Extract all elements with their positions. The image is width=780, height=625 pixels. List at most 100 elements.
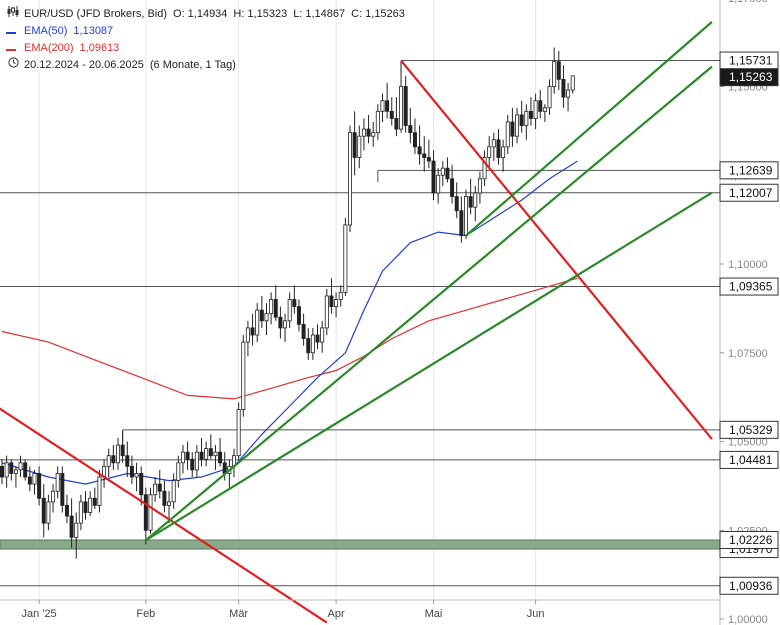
candle-body <box>0 465 4 478</box>
level-1,12639-label: 1,12639 <box>729 163 773 177</box>
candle-body <box>403 86 408 126</box>
candle-body <box>552 61 557 87</box>
candle-body <box>547 86 552 109</box>
candle-body <box>143 494 148 531</box>
ema50-line <box>1 160 578 485</box>
candle-body <box>515 114 520 137</box>
candle-body <box>385 100 390 112</box>
candle-body <box>296 306 301 325</box>
candle-body <box>556 61 561 80</box>
candle-body <box>69 515 74 538</box>
candle-body <box>106 455 111 467</box>
candle-body <box>501 146 506 158</box>
close-value: 1,15263 <box>365 8 405 20</box>
x-tick-label: Mär <box>229 608 248 620</box>
candle-body <box>148 494 153 531</box>
level-1,12007-label: 1,12007 <box>729 186 773 200</box>
candle-body <box>176 462 181 481</box>
candle-body <box>269 299 274 315</box>
candle-body <box>218 451 223 464</box>
candle-body <box>157 483 162 492</box>
candle-body <box>236 409 241 457</box>
candle-body <box>329 295 334 308</box>
level-1,12639-box <box>719 161 779 180</box>
candle-body <box>375 110 380 134</box>
candle-body <box>436 174 441 194</box>
grid <box>38 0 537 600</box>
candlestick-icon <box>6 6 20 23</box>
clock-icon <box>6 57 20 74</box>
candle-body <box>338 291 343 300</box>
level-1,00936-box <box>719 576 779 595</box>
candle-body <box>412 132 417 148</box>
candle-body <box>4 462 9 478</box>
candle-body <box>561 79 566 98</box>
candle-body <box>389 110 394 119</box>
support-zone-band <box>0 539 721 550</box>
candle-body <box>23 462 28 478</box>
high-label: H: <box>233 8 245 20</box>
candle-body <box>422 153 427 158</box>
x-tick-label: Apr <box>328 608 345 620</box>
candle-body <box>315 334 320 343</box>
candle-body <box>463 196 468 237</box>
legend-instrument-row: EUR/USD (JFD Brokers, Bid) O: 1,14934 H:… <box>6 6 405 23</box>
candle-body <box>18 462 23 471</box>
candle-body <box>55 473 60 492</box>
candle-body <box>440 167 445 176</box>
y-tick-label: 1,07500 <box>728 348 768 360</box>
candle-body <box>194 451 199 471</box>
open-value: 1,14934 <box>187 8 228 20</box>
instrument-name: EUR/USD (JFD Brokers, Bid) <box>24 8 168 20</box>
candle-body <box>324 295 329 329</box>
trendline <box>400 59 713 440</box>
candle-body <box>241 341 246 410</box>
legend-ema200-row: EMA(200) 1,09613 <box>6 40 405 57</box>
candle-body <box>32 473 37 485</box>
legend-range-row: 20.12.2024 - 20.06.2025 (6 Monate, 1 Tag… <box>6 57 405 74</box>
candle-body <box>510 121 515 137</box>
candle-body <box>92 497 97 506</box>
candle-body <box>278 316 283 329</box>
candle-body <box>111 455 116 464</box>
candle-body <box>51 490 56 503</box>
candle-body <box>125 455 130 467</box>
y-tick-label: 1,10000 <box>728 259 768 271</box>
candle-body <box>482 157 487 180</box>
support-zone-high-label: 1,02226 <box>729 533 773 547</box>
candle-body <box>78 501 83 524</box>
candle-body <box>37 473 42 499</box>
level-1,05329-box <box>719 420 779 439</box>
candle-body <box>120 444 125 457</box>
level-1,05329-label: 1,05329 <box>729 423 773 437</box>
candle-body <box>273 299 278 318</box>
candle-body <box>334 299 339 307</box>
candle-body <box>13 469 18 474</box>
candle-body <box>519 114 524 126</box>
candle-body <box>505 121 510 148</box>
candle-body <box>74 522 79 538</box>
candle-body <box>264 313 269 322</box>
candle-body <box>477 178 482 194</box>
candle-body <box>473 192 478 208</box>
level-1,15263-label: 1,15263 <box>729 70 773 84</box>
level-1,15731-label: 1,15731 <box>729 54 773 68</box>
candle-body <box>524 110 529 126</box>
candle-body <box>153 483 158 496</box>
candle-body <box>60 473 65 506</box>
high-value: 1,15323 <box>247 8 288 20</box>
candle-body <box>41 497 46 524</box>
candle-body <box>468 196 473 208</box>
x-tick-label: Jan '25 <box>22 608 57 620</box>
candle-body <box>208 448 213 457</box>
close-label: C: <box>351 8 363 20</box>
ema200-label: EMA(200) <box>24 42 74 54</box>
level-1,04481-box <box>719 450 779 469</box>
x-tick-label: Mai <box>425 608 443 620</box>
candle-body <box>162 490 167 506</box>
candle-body <box>255 309 260 336</box>
candle-body <box>301 323 306 339</box>
ema50-swatch <box>6 32 16 34</box>
x-tick-label: Jun <box>527 608 545 620</box>
